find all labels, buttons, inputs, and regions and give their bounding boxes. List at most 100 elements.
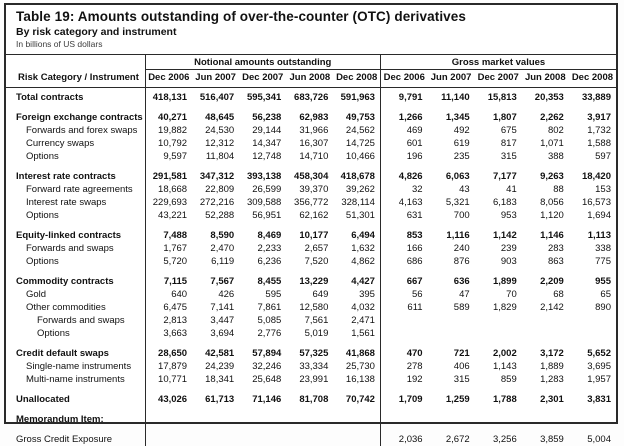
notional-value-cell: 291,581	[145, 163, 192, 183]
gross-value-cell: 5,004	[569, 426, 616, 446]
notional-value-cell: 3,663	[145, 327, 192, 340]
gross-value-cell: 4,826	[380, 163, 427, 183]
row-label: Forwards and forex swaps	[6, 124, 145, 137]
notional-value-cell	[333, 406, 380, 426]
gross-value-cell: 721	[428, 340, 475, 360]
gross-value-cell: 70	[475, 288, 522, 301]
gross-value-cell: 675	[475, 124, 522, 137]
notional-value-cell: 6,494	[333, 222, 380, 242]
notional-value-cell: 2,470	[192, 242, 239, 255]
table-subtitle: By risk category and instrument	[16, 26, 608, 39]
notional-value-cell: 328,114	[333, 196, 380, 209]
notional-value-cell: 24,239	[192, 360, 239, 373]
notional-value-cell: 3,447	[192, 314, 239, 327]
row-label: Unallocated	[6, 386, 145, 406]
notional-value-cell: 12,580	[286, 301, 333, 314]
gross-value-cell: 1,113	[569, 222, 616, 242]
gross-group-header: Gross market values	[380, 55, 616, 70]
notional-value-cell: 591,963	[333, 88, 380, 105]
gross-value-cell: 1,142	[475, 222, 522, 242]
gross-value-cell: 853	[380, 222, 427, 242]
notional-value-cell: 32,246	[239, 360, 286, 373]
notional-value-cell: 1,561	[333, 327, 380, 340]
period-header: Dec 2008	[333, 70, 380, 88]
period-header: Dec 2007	[239, 70, 286, 88]
gross-value-cell: 1,143	[475, 360, 522, 373]
notional-value-cell: 61,713	[192, 386, 239, 406]
gross-value-cell	[569, 406, 616, 426]
notional-value-cell: 25,730	[333, 360, 380, 373]
notional-value-cell: 62,162	[286, 209, 333, 222]
notional-value-cell: 14,725	[333, 137, 380, 150]
gross-value-cell: 9,791	[380, 88, 427, 105]
gross-value-cell: 153	[569, 183, 616, 196]
gross-value-cell: 619	[428, 137, 475, 150]
notional-value-cell: 57,325	[286, 340, 333, 360]
notional-value-cell: 2,776	[239, 327, 286, 340]
title-block: Table 19: Amounts outstanding of over-th…	[6, 5, 616, 52]
notional-value-cell: 18,341	[192, 373, 239, 386]
gross-value-cell: 492	[428, 124, 475, 137]
page-title: Table 19: Amounts outstanding of over-th…	[16, 9, 608, 25]
notional-value-cell: 43,026	[145, 386, 192, 406]
gross-value-cell: 1,807	[475, 104, 522, 124]
gross-value-cell: 5,652	[569, 340, 616, 360]
gross-value-cell: 1,899	[475, 268, 522, 288]
period-header: Dec 2007	[475, 70, 522, 88]
notional-value-cell: 33,334	[286, 360, 333, 373]
gross-value-cell: 817	[475, 137, 522, 150]
notional-value-cell: 10,177	[286, 222, 333, 242]
period-header: Jun 2007	[428, 70, 475, 88]
gross-value-cell: 469	[380, 124, 427, 137]
gross-value-cell: 2,262	[522, 104, 569, 124]
gross-value-cell: 1,146	[522, 222, 569, 242]
row-label: Interest rate swaps	[6, 196, 145, 209]
notional-value-cell: 22,809	[192, 183, 239, 196]
gross-value-cell: 6,063	[428, 163, 475, 183]
gross-value-cell: 32	[380, 183, 427, 196]
notional-value-cell: 24,562	[333, 124, 380, 137]
notional-value-cell: 356,772	[286, 196, 333, 209]
notional-value-cell: 56,951	[239, 209, 286, 222]
gross-value-cell	[522, 406, 569, 426]
gross-value-cell: 953	[475, 209, 522, 222]
gross-value-cell: 196	[380, 150, 427, 163]
notional-value-cell: 4,427	[333, 268, 380, 288]
notional-value-cell: 458,304	[286, 163, 333, 183]
notional-value-cell: 8,455	[239, 268, 286, 288]
gross-value-cell: 611	[380, 301, 427, 314]
gross-value-cell: 636	[428, 268, 475, 288]
notional-value-cell: 2,233	[239, 242, 286, 255]
notional-value-cell: 7,520	[286, 255, 333, 268]
notional-value-cell: 19,882	[145, 124, 192, 137]
table-frame: Table 19: Amounts outstanding of over-th…	[4, 3, 618, 424]
notional-value-cell: 3,694	[192, 327, 239, 340]
gross-value-cell: 863	[522, 255, 569, 268]
otc-derivatives-table: Risk Category / Instrument Notional amou…	[6, 54, 616, 446]
row-label: Commodity contracts	[6, 268, 145, 288]
gross-value-cell: 1,345	[428, 104, 475, 124]
notional-value-cell: 12,312	[192, 137, 239, 150]
gross-value-cell: 589	[428, 301, 475, 314]
gross-value-cell: 903	[475, 255, 522, 268]
row-label: Currency swaps	[6, 137, 145, 150]
notional-value-cell: 5,085	[239, 314, 286, 327]
notional-value-cell: 62,983	[286, 104, 333, 124]
notional-value-cell: 23,991	[286, 373, 333, 386]
gross-value-cell: 1,694	[569, 209, 616, 222]
notional-value-cell	[239, 406, 286, 426]
notional-value-cell: 640	[145, 288, 192, 301]
notional-value-cell: 42,581	[192, 340, 239, 360]
gross-value-cell: 1,829	[475, 301, 522, 314]
table-row: Memorandum Item:	[6, 406, 616, 426]
gross-value-cell: 802	[522, 124, 569, 137]
notional-value-cell: 229,693	[145, 196, 192, 209]
notional-value-cell: 41,868	[333, 340, 380, 360]
